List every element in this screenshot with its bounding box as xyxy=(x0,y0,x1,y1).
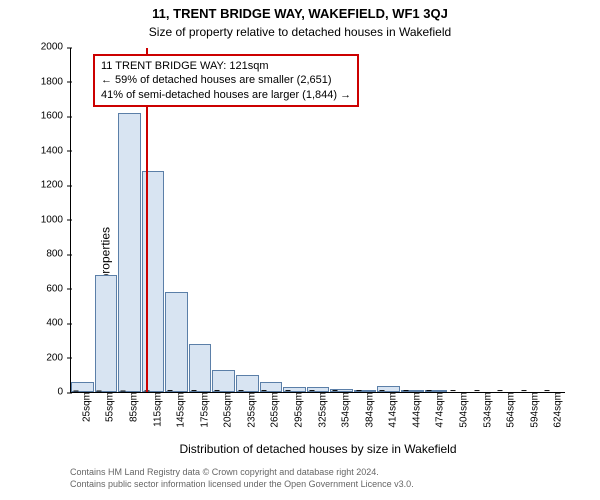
x-tick-label: 265sqm xyxy=(262,392,281,428)
footer-attribution: Contains HM Land Registry data © Crown c… xyxy=(70,466,414,490)
annotation-box: 11 TRENT BRIDGE WAY: 121sqm ← 59% of det… xyxy=(93,54,359,107)
y-tick-label: 200 xyxy=(46,352,71,363)
histogram-bar xyxy=(118,113,141,392)
x-tick-label: 504sqm xyxy=(450,392,469,428)
x-tick-label: 384sqm xyxy=(356,392,375,428)
y-tick-label: 400 xyxy=(46,318,71,329)
annotation-line: ← 59% of detached houses are smaller (2,… xyxy=(101,73,351,87)
x-tick-label: 325sqm xyxy=(309,392,328,428)
x-axis-label: Distribution of detached houses by size … xyxy=(71,442,565,456)
x-tick-label: 534sqm xyxy=(474,392,493,428)
x-tick-label: 624sqm xyxy=(545,392,564,428)
y-tick-label: 1400 xyxy=(41,145,71,156)
footer-line: Contains public sector information licen… xyxy=(70,478,414,490)
y-tick-label: 600 xyxy=(46,283,71,294)
annotation-line: 41% of semi-detached houses are larger (… xyxy=(101,88,351,102)
histogram-bar xyxy=(165,292,188,392)
histogram-bar xyxy=(142,171,165,392)
y-tick-label: 0 xyxy=(57,387,71,398)
x-tick-label: 25sqm xyxy=(73,392,92,422)
page-title: 11, TRENT BRIDGE WAY, WAKEFIELD, WF1 3QJ xyxy=(0,0,600,21)
histogram-bar xyxy=(236,375,259,392)
x-tick-label: 235sqm xyxy=(238,392,257,428)
x-tick-label: 414sqm xyxy=(380,392,399,428)
page-subtitle: Size of property relative to detached ho… xyxy=(0,21,600,39)
x-tick-label: 444sqm xyxy=(403,392,422,428)
y-tick-label: 1600 xyxy=(41,111,71,122)
x-tick-label: 564sqm xyxy=(498,392,517,428)
histogram-bar xyxy=(189,344,212,392)
y-tick-label: 1200 xyxy=(41,180,71,191)
y-tick-label: 1000 xyxy=(41,214,71,225)
x-tick-label: 175sqm xyxy=(191,392,210,428)
x-tick-label: 474sqm xyxy=(427,392,446,428)
y-tick-label: 800 xyxy=(46,249,71,260)
histogram-bar xyxy=(95,275,118,392)
x-tick-label: 205sqm xyxy=(215,392,234,428)
histogram-bar xyxy=(212,370,235,392)
histogram-plot: Number of detached properties 0200400600… xyxy=(70,48,565,393)
annotation-line: 11 TRENT BRIDGE WAY: 121sqm xyxy=(101,59,351,73)
x-tick-label: 55sqm xyxy=(97,392,116,422)
x-tick-label: 85sqm xyxy=(120,392,139,422)
x-tick-label: 145sqm xyxy=(168,392,187,428)
y-tick-label: 2000 xyxy=(41,42,71,53)
y-tick-label: 1800 xyxy=(41,76,71,87)
x-tick-label: 594sqm xyxy=(521,392,540,428)
x-tick-label: 115sqm xyxy=(144,392,163,427)
x-tick-label: 295sqm xyxy=(285,392,304,428)
footer-line: Contains HM Land Registry data © Crown c… xyxy=(70,466,414,478)
x-tick-label: 354sqm xyxy=(333,392,352,428)
